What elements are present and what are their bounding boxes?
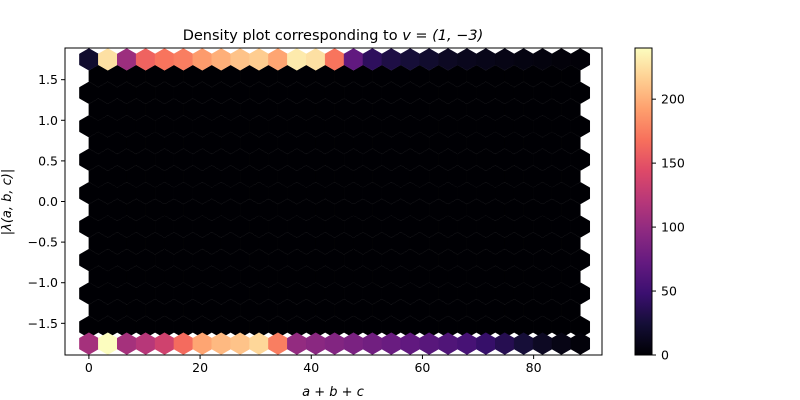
hexbin-cell-bottom — [306, 332, 326, 355]
hexbin-cell-interior — [570, 282, 591, 305]
hexbin-cell-bottom — [154, 332, 175, 355]
hexbin-cell-bottom — [79, 332, 99, 355]
hexbin-cell-interior — [561, 98, 581, 121]
hexbin-cell-bottom — [513, 332, 534, 355]
colorbar — [634, 47, 653, 356]
y-axis-label: |λ(a, b, c)| — [0, 169, 15, 236]
hexbin-cell-bottom — [268, 332, 288, 355]
hexbin-cell-interior — [570, 215, 591, 238]
hexbin-cell-bottom — [381, 332, 402, 355]
hexbin-cell-bottom — [532, 332, 553, 355]
colorbar-tick-label: 50 — [661, 284, 677, 299]
x-tick-label: 20 — [192, 360, 208, 375]
hexbin-cell-bottom — [230, 332, 250, 355]
y-tick-label: 0.5 — [38, 153, 58, 168]
hexbin-layer — [79, 48, 591, 355]
x-tick-label: 60 — [414, 360, 430, 375]
y-tick-label: 1.0 — [38, 113, 58, 128]
y-tick-label: 1.5 — [38, 72, 58, 87]
hexbin-cell-bottom — [192, 332, 213, 355]
colorbar-tick-label: 0 — [661, 348, 669, 363]
hexbin-cell-interior — [561, 265, 581, 288]
y-tick-label: 0.0 — [38, 194, 58, 209]
hexbin-cell-bottom — [419, 332, 439, 355]
hexbin-cell-interior — [570, 181, 591, 205]
hexbin-cell-interior — [570, 115, 591, 138]
hexbin-cell-bottom — [324, 332, 345, 355]
hexbin-cell-bottom — [249, 332, 269, 355]
y-tick-label: −1.0 — [28, 275, 58, 290]
x-axis-label: a + b + c — [302, 385, 364, 400]
hexbin-cell-bottom — [117, 332, 137, 355]
hexbin-cell-interior — [561, 131, 581, 155]
hexbin-cell-interior — [561, 298, 581, 322]
hexbin-cell-bottom — [457, 332, 477, 355]
x-tick-label: 0 — [85, 360, 93, 375]
hexbin-cell-bottom — [173, 332, 194, 355]
hexbin-cell-interior — [561, 198, 581, 222]
x-axis-ticks: 0 20 40 60 80 — [85, 355, 542, 375]
hexbin-cell-bottom — [211, 332, 231, 355]
hexbin-cell-bottom — [362, 332, 383, 355]
colorbar-tick-label: 150 — [661, 156, 685, 171]
hexbin-cell-interior — [561, 165, 581, 188]
hexbin-cell-bottom — [287, 332, 307, 355]
colorbar-tick-label: 200 — [661, 92, 685, 107]
hexbin-cell-interior — [570, 248, 591, 272]
hexbin-cell-bottom — [98, 332, 118, 355]
y-tick-label: −1.5 — [28, 316, 58, 331]
hexbin-cell-bottom — [551, 332, 572, 355]
hexbin-cell-interior — [570, 148, 591, 171]
hexbin-cell-bottom — [495, 332, 515, 355]
hexbin-cell-bottom — [570, 332, 591, 355]
colorbar-tick-label: 100 — [661, 220, 685, 235]
hexbin-cell-bottom — [343, 332, 364, 355]
x-tick-label: 40 — [303, 360, 319, 375]
chart-title: Density plot corresponding to v = (1, −3… — [183, 28, 484, 44]
hexbin-cell-top — [570, 48, 591, 71]
hexbin-cell-bottom — [438, 332, 458, 355]
colorbar-ticks: 0 50 100 150 200 — [652, 92, 685, 363]
hexbin-cell-bottom — [400, 332, 420, 355]
hexbin-cell-bottom — [476, 332, 496, 355]
hexbin-cell-bottom — [135, 332, 156, 355]
y-tick-label: −0.5 — [28, 235, 58, 250]
hexbin-cell-interior — [561, 232, 581, 255]
y-axis-ticks: 1.5 1.0 0.5 0.0 −0.5 −1.0 −1.5 — [28, 72, 65, 331]
x-tick-label: 80 — [526, 360, 542, 375]
hexbin-cell-interior — [570, 81, 591, 105]
hexbin-cell-interior — [561, 64, 581, 88]
